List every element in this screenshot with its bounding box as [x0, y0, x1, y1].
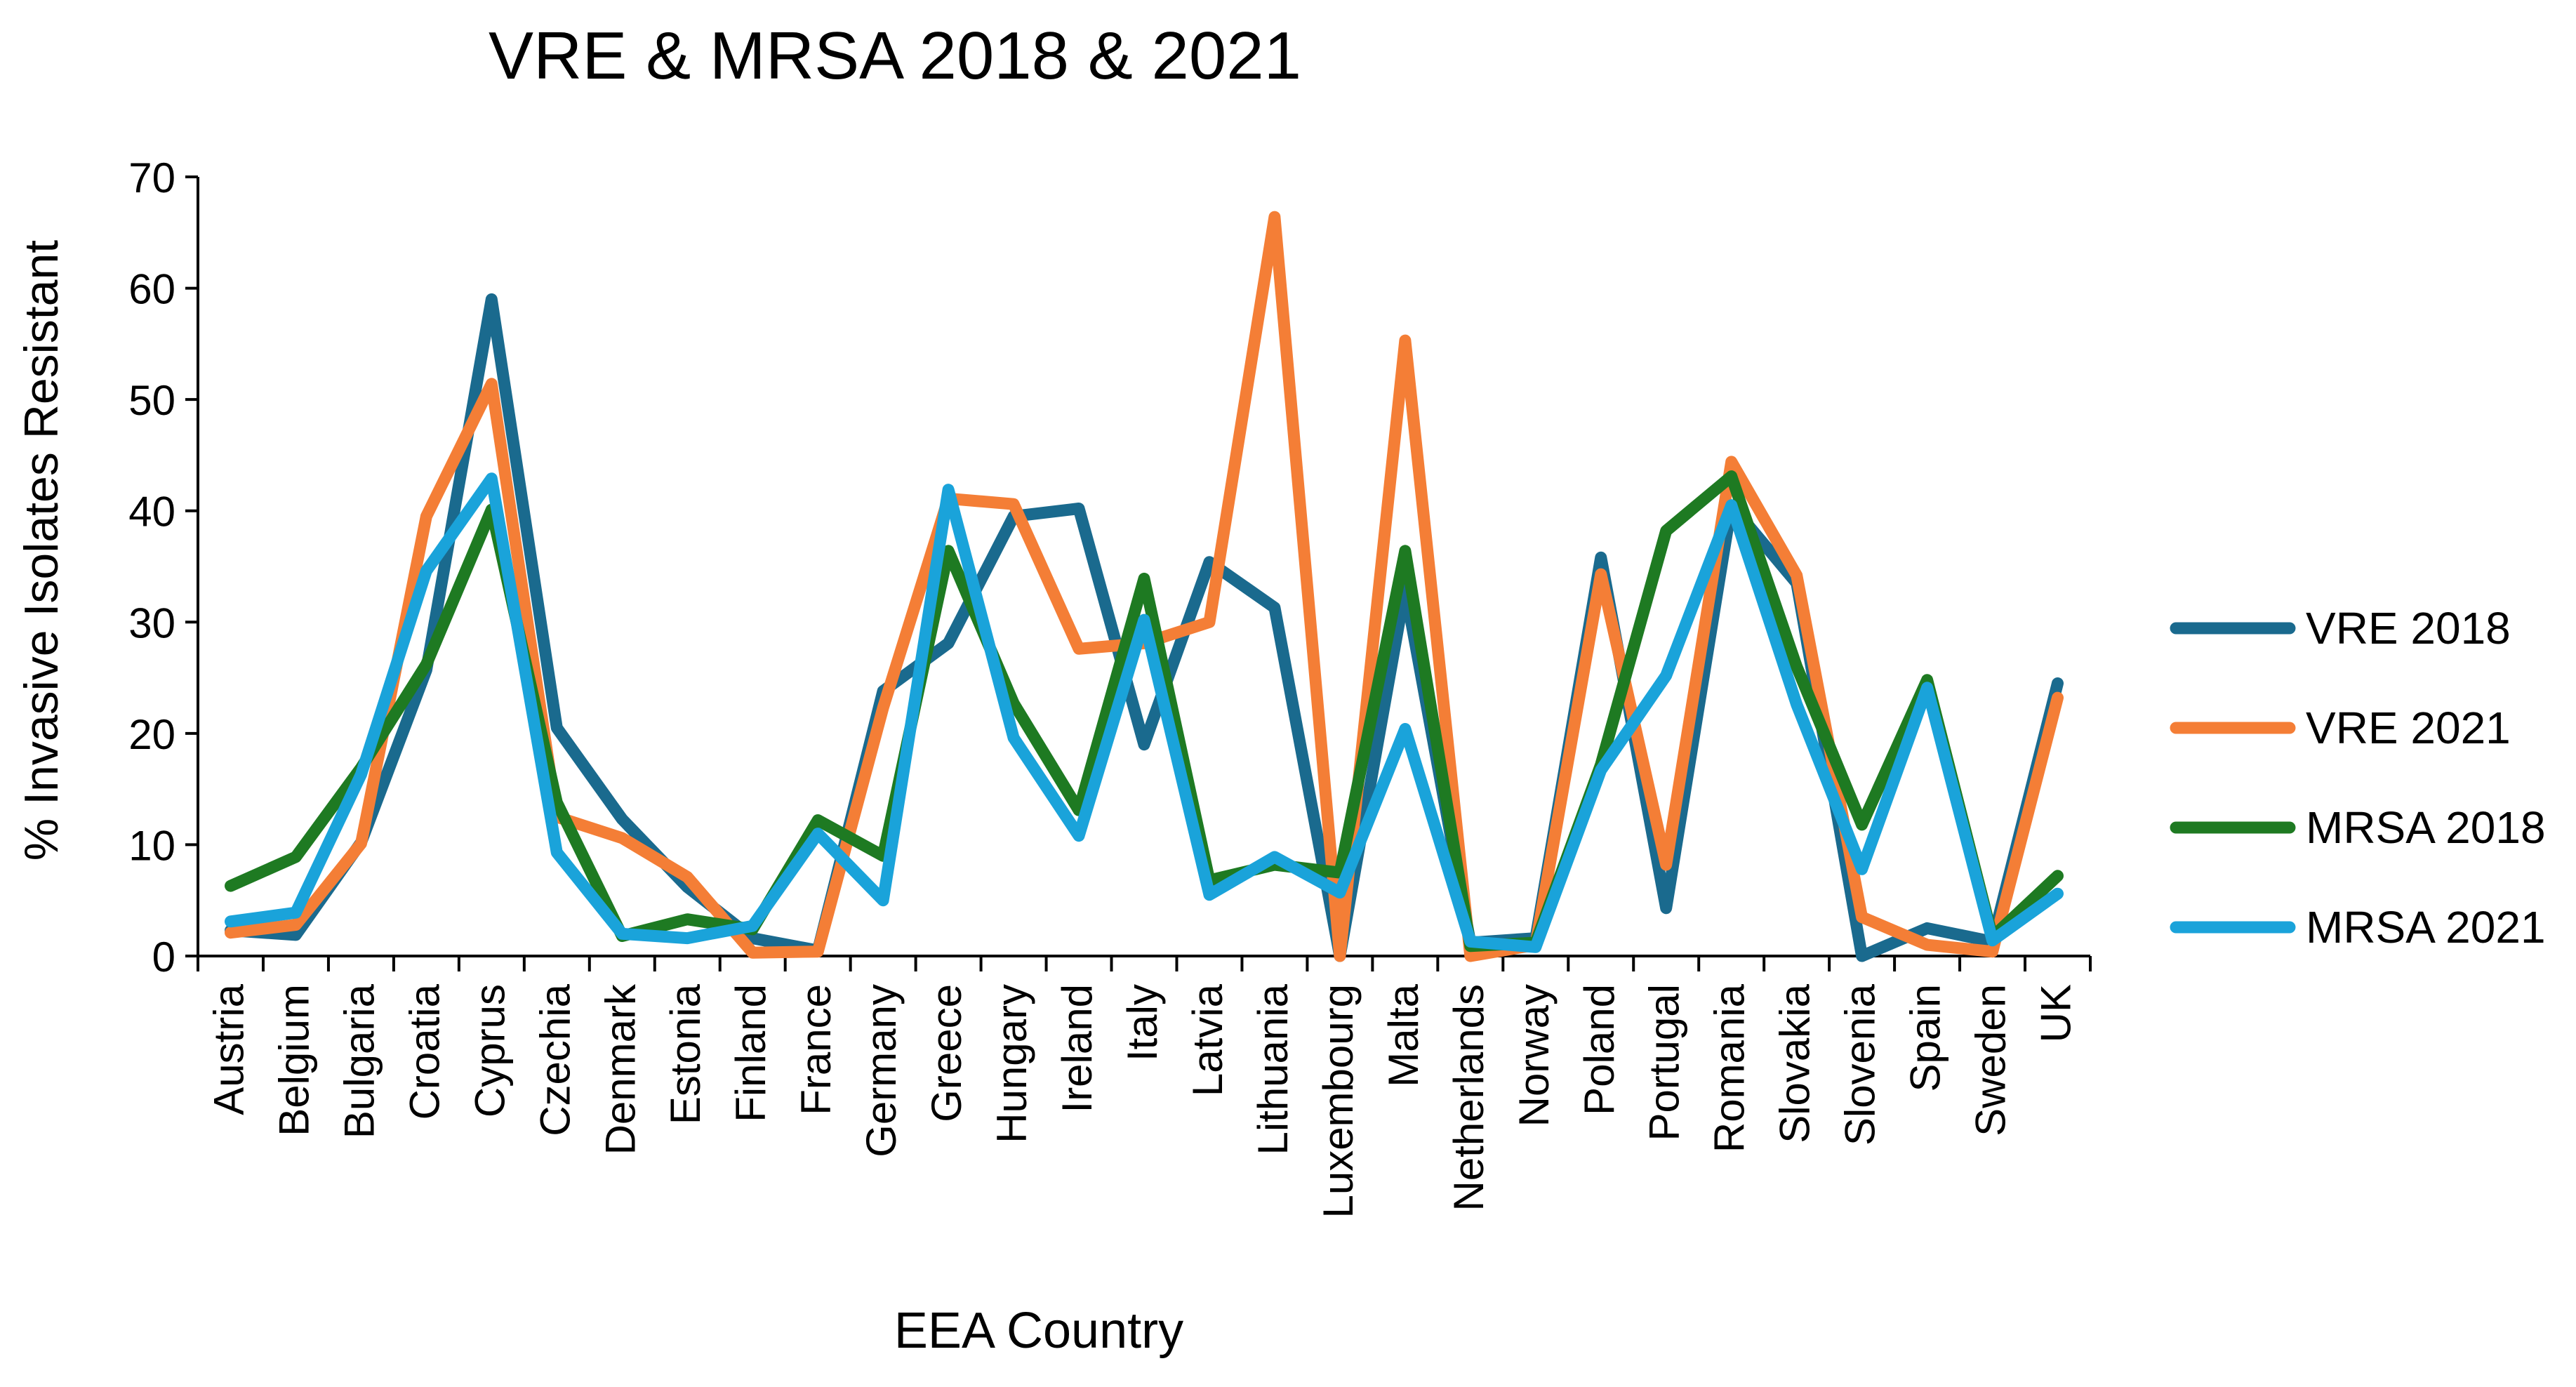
y-tick-label: 30	[128, 599, 175, 646]
legend-label-mrsa-2021: MRSA 2021	[2306, 902, 2546, 953]
y-axis-title: % Invasive Isolates Resistant	[15, 240, 68, 861]
x-tick-label: Lithuania	[1249, 983, 1296, 1155]
chart-title: VRE & MRSA 2018 & 2021	[489, 18, 1301, 93]
x-tick-label: Latvia	[1184, 983, 1231, 1096]
x-tick-label: Slovakia	[1772, 983, 1819, 1143]
x-tick-label: Finland	[727, 984, 774, 1122]
y-tick-label: 70	[128, 154, 175, 201]
x-tick-label: Slovenia	[1837, 983, 1884, 1146]
legend: VRE 2018 VRE 2021 MRSA 2018 MRSA 2021	[2170, 603, 2546, 953]
y-tick-label: 10	[128, 822, 175, 869]
x-tick-label: Malta	[1380, 983, 1427, 1087]
series-lines	[225, 211, 2064, 962]
x-tick-label: Luxembourg	[1315, 984, 1362, 1219]
x-tick-label: Sweden	[1967, 984, 2014, 1136]
x-tick-label: Hungary	[988, 984, 1035, 1143]
x-tick-label: Cyprus	[466, 984, 513, 1117]
y-tick-label: 0	[152, 934, 175, 981]
x-tick-label: Romania	[1706, 983, 1753, 1153]
legend-label-vre-2018: VRE 2018	[2306, 603, 2511, 653]
x-tick-label: Greece	[923, 984, 970, 1122]
x-tick-label: Czechia	[531, 983, 578, 1136]
x-tick-label: Austria	[205, 983, 252, 1115]
y-tick-label: 40	[128, 489, 175, 536]
x-tick-label: Estonia	[662, 983, 709, 1124]
x-tick-label: Norway	[1511, 984, 1558, 1127]
x-tick-label: Spain	[1902, 984, 1949, 1091]
y-tick-label: 20	[128, 711, 175, 758]
x-tick-label: UK	[2033, 984, 2080, 1042]
x-axis-title: EEA Country	[894, 1303, 1183, 1359]
legend-label-vre-2021: VRE 2021	[2306, 703, 2511, 753]
x-tick-label: Italy	[1119, 984, 1166, 1061]
legend-label-mrsa-2018: MRSA 2018	[2306, 802, 2546, 853]
series-line-mrsa-2021	[225, 472, 2064, 953]
y-tick-label: 60	[128, 266, 175, 313]
x-tick-label: Bulgaria	[336, 983, 383, 1139]
x-tick-label: Denmark	[597, 983, 644, 1155]
x-tick-label: Germany	[858, 984, 905, 1157]
x-tick-label: Belgium	[270, 984, 317, 1136]
x-tick-label: Netherlands	[1445, 984, 1492, 1212]
axes: 0 10 20 30 40 50 60 70 Austria Belgium Bulgaria Cro…	[128, 154, 2092, 1219]
y-tick-label: 50	[128, 377, 175, 424]
x-tick-label: Portugal	[1641, 984, 1688, 1141]
x-tick-label: France	[792, 984, 839, 1115]
x-tick-label: Ireland	[1054, 984, 1101, 1113]
x-tick-label: Poland	[1576, 984, 1623, 1115]
x-tick-label: Croatia	[401, 983, 448, 1120]
